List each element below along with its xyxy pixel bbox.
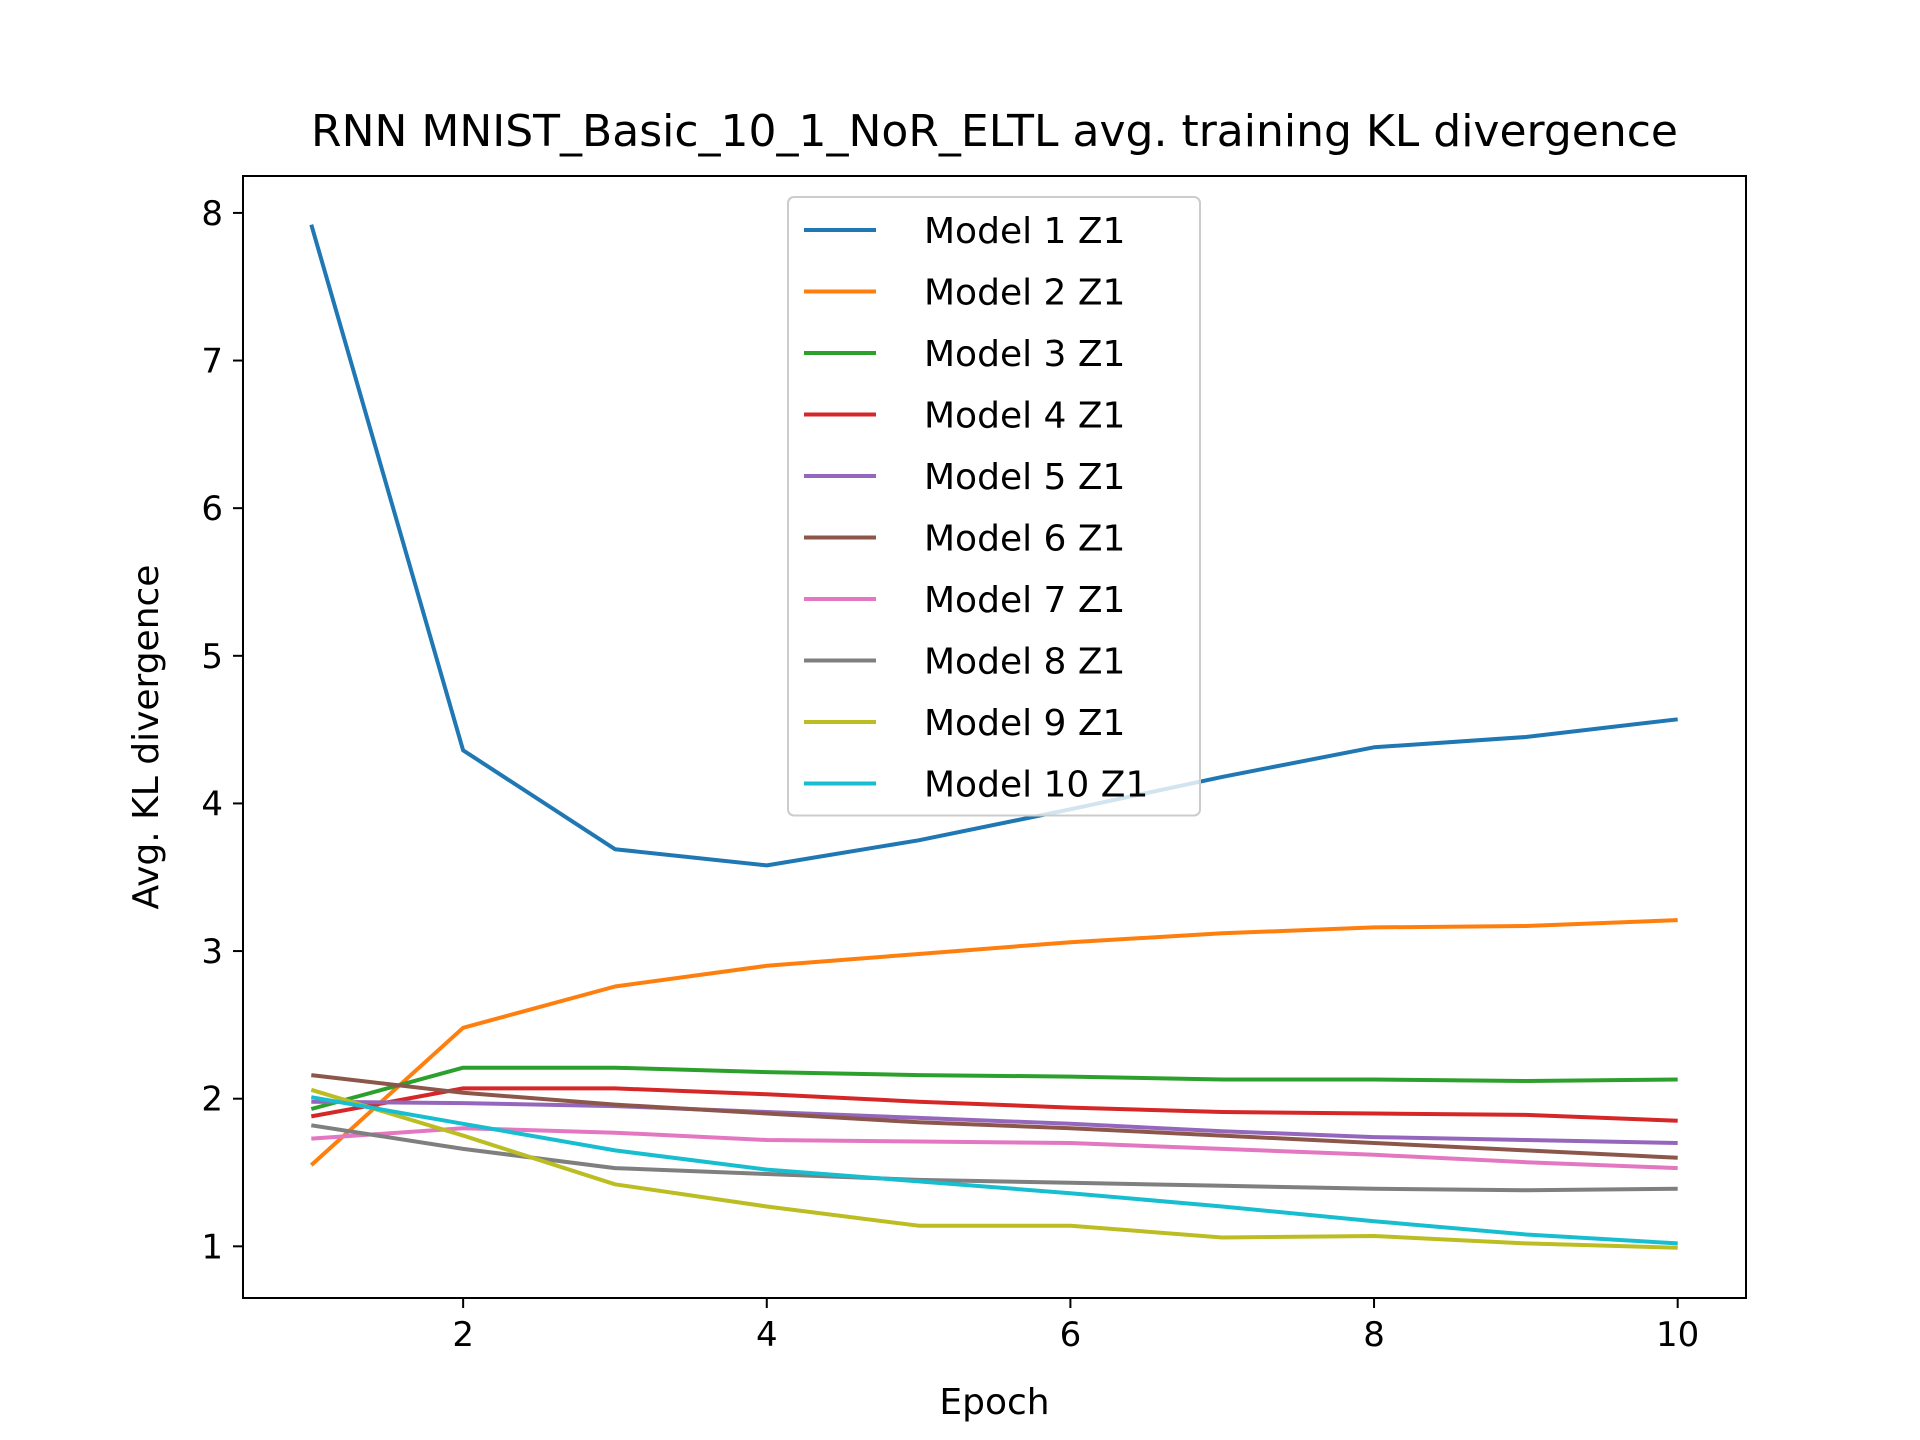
legend-label-model-3: Model 3 Z1 xyxy=(924,334,1125,375)
series-line-model-5 xyxy=(311,1099,1678,1145)
y-tick-label: 4 xyxy=(201,784,223,824)
chart-title: RNN MNIST_Basic_10_1_NoR_ELTL avg. train… xyxy=(311,106,1678,157)
x-tick-label: 8 xyxy=(1363,1315,1385,1355)
x-tick-label: 6 xyxy=(1060,1315,1082,1355)
plot-area-frame xyxy=(242,175,1747,1299)
y-axis-label: Avg. KL divergence xyxy=(126,565,167,910)
series-line-model-1 xyxy=(309,224,1678,868)
y-tick-label: 1 xyxy=(201,1227,223,1267)
legend-label-model-9: Model 9 Z1 xyxy=(924,703,1125,744)
y-tick-label: 5 xyxy=(201,637,223,677)
legend-label-model-5: Model 5 Z1 xyxy=(924,457,1125,498)
y-tick-label: 7 xyxy=(201,342,223,382)
series-line-model-6 xyxy=(311,1073,1678,1160)
series-line-model-3 xyxy=(310,1065,1678,1111)
legend-label-model-2: Model 2 Z1 xyxy=(924,273,1125,314)
series-line-model-7 xyxy=(311,1126,1678,1171)
x-axis-label: Epoch xyxy=(939,1382,1049,1423)
legend-label-model-1: Model 1 Z1 xyxy=(924,211,1125,252)
legend-label-model-4: Model 4 Z1 xyxy=(924,396,1125,437)
x-tick-label: 2 xyxy=(452,1315,474,1355)
y-tick-label: 2 xyxy=(201,1080,223,1120)
x-tick-label: 4 xyxy=(756,1315,778,1355)
y-tick-label: 3 xyxy=(201,932,223,972)
legend: Model 1 Z1 Model 2 Z1 Model 3 Z1 Model 4 Z1… xyxy=(787,196,1201,817)
series-line-model-4 xyxy=(310,1086,1678,1123)
legend-label-model-10: Model 10 Z1 xyxy=(924,765,1148,806)
y-tick-label: 8 xyxy=(201,194,223,234)
y-tick-label: 6 xyxy=(201,489,223,529)
legend-label-model-6: Model 6 Z1 xyxy=(924,519,1125,560)
series-lines xyxy=(309,224,1678,1250)
legend-label-model-7: Model 7 Z1 xyxy=(924,580,1125,621)
series-line-model-2 xyxy=(309,918,1678,1167)
legend-label-model-8: Model 8 Z1 xyxy=(924,642,1125,683)
legend-box xyxy=(787,196,1201,817)
series-line-model-10 xyxy=(310,1095,1678,1246)
x-tick-label: 10 xyxy=(1656,1315,1699,1355)
series-line-model-9 xyxy=(310,1087,1678,1250)
